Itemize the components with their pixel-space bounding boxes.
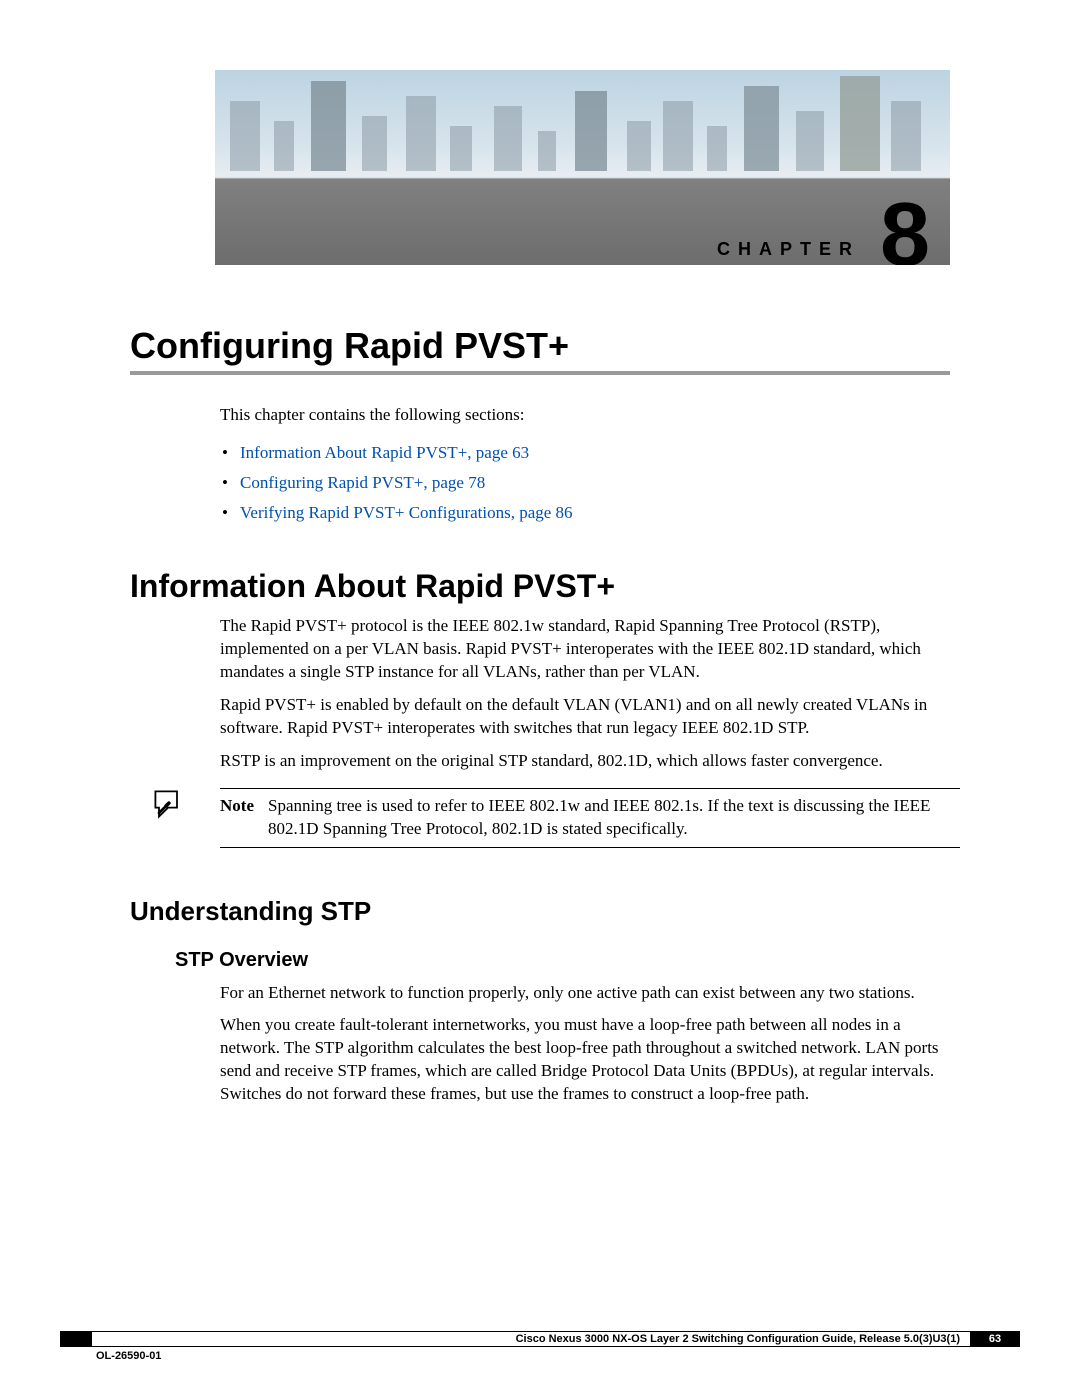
subsection-heading: Understanding STP	[130, 896, 990, 927]
chapter-title: Configuring Rapid PVST+	[130, 325, 950, 375]
document-page: CHAPTER 8 Configuring Rapid PVST+ This c…	[0, 0, 1080, 1397]
chapter-label: CHAPTER	[717, 239, 860, 260]
note-block: Note Spanning tree is used to refer to I…	[130, 788, 960, 848]
body-paragraph: For an Ethernet network to function prop…	[220, 982, 960, 1005]
body-paragraph: Rapid PVST+ is enabled by default on the…	[220, 694, 960, 740]
skyline-graphic	[215, 91, 950, 171]
toc-item: Information About Rapid PVST+, page 63	[240, 443, 990, 463]
chapter-number: 8	[880, 190, 930, 265]
note-icon	[150, 786, 186, 822]
toc-link[interactable]: Verifying Rapid PVST+ Configurations, pa…	[240, 503, 573, 522]
toc-link[interactable]: Configuring Rapid PVST+, page 78	[240, 473, 485, 492]
toc-item: Configuring Rapid PVST+, page 78	[240, 473, 990, 493]
toc-item: Verifying Rapid PVST+ Configurations, pa…	[240, 503, 990, 523]
toc-list: Information About Rapid PVST+, page 63 C…	[240, 443, 990, 523]
footer-guide-title: Cisco Nexus 3000 NX-OS Layer 2 Switching…	[92, 1331, 970, 1347]
note-label: Note	[220, 795, 254, 841]
body-paragraph: RSTP is an improvement on the original S…	[220, 750, 960, 773]
section-heading: Information About Rapid PVST+	[130, 568, 990, 605]
body-paragraph: The Rapid PVST+ protocol is the IEEE 802…	[220, 615, 960, 684]
footer-page-number: 63	[970, 1331, 1020, 1347]
subsubsection-heading: STP Overview	[175, 949, 990, 972]
chapter-banner: CHAPTER 8	[215, 70, 950, 265]
footer-bar	[60, 1331, 92, 1347]
note-text: Spanning tree is used to refer to IEEE 8…	[268, 795, 960, 841]
body-paragraph: When you create fault-tolerant internetw…	[220, 1014, 960, 1106]
toc-link[interactable]: Information About Rapid PVST+, page 63	[240, 443, 529, 462]
intro-text: This chapter contains the following sect…	[220, 405, 990, 425]
footer-doc-number: OL-26590-01	[96, 1350, 1020, 1362]
page-footer: Cisco Nexus 3000 NX-OS Layer 2 Switching…	[0, 1330, 1080, 1362]
